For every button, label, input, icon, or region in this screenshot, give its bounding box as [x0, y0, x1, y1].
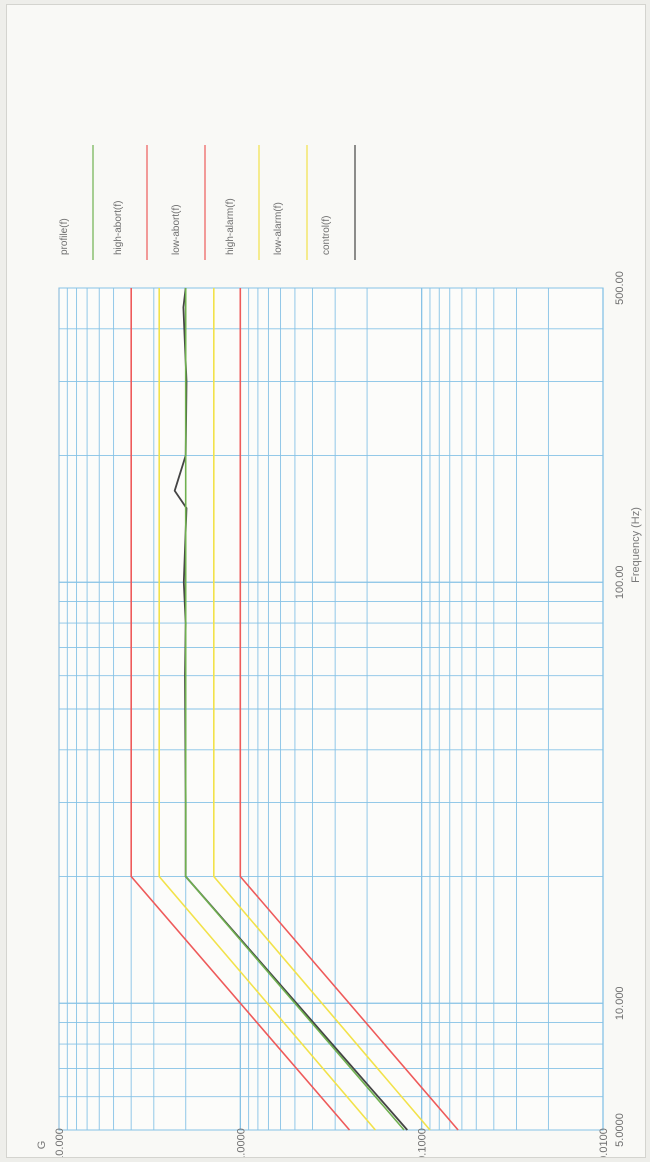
legend: profile(f) high-abort(f) low-abort(f) high-… [59, 145, 356, 260]
series-high-abortf-line [130, 288, 351, 1131]
y-tick-label: 0.0100 [598, 1128, 610, 1157]
series-layer [130, 287, 459, 1131]
y-tick-label: 0.1000 [417, 1128, 429, 1157]
chart-page: 5.0000 10.000 100.00 500.00 10.000 1.0000 0.10… [6, 4, 646, 1158]
legend-label: high-alarm(f) [225, 198, 236, 255]
grid-lines [59, 287, 604, 1131]
legend-item: profile(f) [59, 145, 94, 260]
legend-label: profile(f) [59, 218, 70, 255]
series-profilef-line [184, 288, 405, 1131]
legend-item: high-alarm(f) [225, 145, 260, 260]
legend-label: high-abort(f) [113, 201, 124, 255]
legend-item: low-abort(f) [171, 145, 206, 260]
x-tick-label: 5.0000 [614, 1113, 626, 1147]
y-tick-label: 1.0000 [235, 1128, 247, 1157]
y-axis-label: G [36, 1141, 48, 1150]
x-tick-label: 10.000 [614, 986, 626, 1020]
x-tick-label: 500.00 [614, 271, 626, 305]
legend-item: control(f) [321, 145, 356, 260]
x-axis-label: Frequency (Hz) [630, 507, 642, 583]
y-tick-label: 10.000 [54, 1128, 66, 1157]
x-tick-label: 100.00 [614, 565, 626, 599]
legend-item: low-alarm(f) [273, 145, 308, 260]
series-low-alarmf-line [213, 288, 431, 1131]
legend-label: low-abort(f) [171, 204, 182, 255]
legend-item: high-abort(f) [113, 145, 148, 260]
legend-label: low-alarm(f) [273, 202, 284, 255]
axis-labels: G Frequency (Hz) [36, 507, 642, 1149]
series-high-alarmf-line [158, 288, 377, 1131]
psd-chart: 5.0000 10.000 100.00 500.00 10.000 1.0000 0.10… [36, 145, 642, 1157]
series-low-abortf-line [239, 288, 459, 1131]
legend-label: control(f) [321, 216, 332, 255]
tick-labels: 5.0000 10.000 100.00 500.00 10.000 1.0000 0.10… [54, 271, 626, 1157]
